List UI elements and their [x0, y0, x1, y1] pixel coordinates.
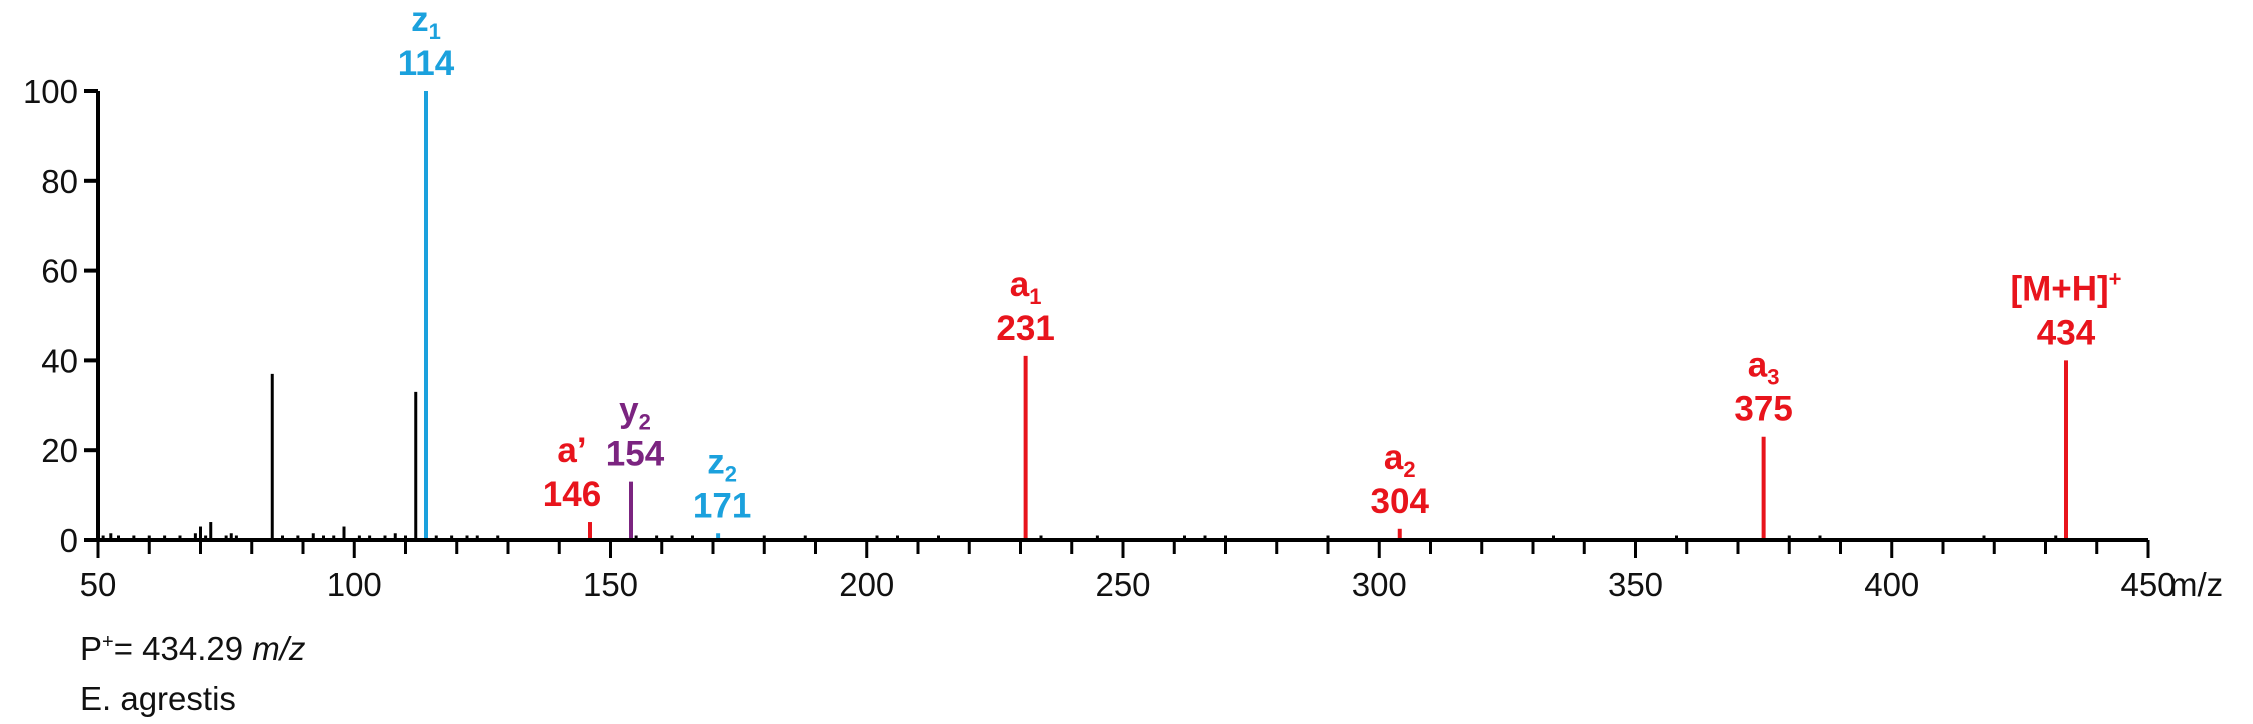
- ion-label-231: a1: [1010, 265, 1042, 309]
- ion-label-304: a2: [1384, 438, 1416, 482]
- mz-label-231: 231: [996, 309, 1054, 348]
- precursor-value: = 434.29: [113, 630, 253, 667]
- y-tick-label: 0: [60, 522, 78, 559]
- precursor-unit: m/z: [252, 630, 306, 667]
- mz-label-304: 304: [1371, 482, 1430, 521]
- ion-label-114: z1: [411, 0, 441, 44]
- x-tick-label: 200: [839, 566, 894, 603]
- x-axis-label: m/z: [2170, 566, 2223, 603]
- ion-label-171: z2: [707, 442, 737, 486]
- mz-label-434: 434: [2037, 313, 2096, 352]
- precursor-charge: +: [102, 631, 114, 653]
- x-tick-label: 250: [1095, 566, 1150, 603]
- mz-label-114: 114: [398, 44, 455, 83]
- ion-label-375: a3: [1748, 346, 1780, 390]
- mz-label-171: 171: [693, 486, 751, 525]
- precursor-prefix: P: [80, 630, 103, 667]
- ion-label-146: a’: [557, 431, 586, 470]
- x-tick-label: 50: [80, 566, 117, 603]
- y-tick-label: 40: [41, 342, 78, 379]
- x-tick-label: 450: [2120, 566, 2175, 603]
- y-tick-label: 20: [41, 432, 78, 469]
- y-tick-label: 80: [41, 163, 78, 200]
- x-tick-label: 100: [327, 566, 382, 603]
- ion-label-154: y2: [619, 391, 651, 435]
- x-tick-label: 400: [1864, 566, 1919, 603]
- y-tick-label: 60: [41, 253, 78, 290]
- x-tick-label: 350: [1608, 566, 1663, 603]
- ion-label-434: [M+H]+: [2010, 266, 2121, 308]
- mz-label-146: 146: [543, 475, 601, 514]
- x-tick-label: 150: [583, 566, 638, 603]
- mz-label-154: 154: [606, 435, 665, 474]
- mz-label-375: 375: [1734, 390, 1792, 429]
- x-tick-label: 300: [1352, 566, 1407, 603]
- species-caption: E. agrestis: [80, 680, 236, 717]
- y-tick-label: 100: [23, 73, 78, 110]
- precursor-mass-caption: P+= 434.29 m/z: [80, 632, 305, 665]
